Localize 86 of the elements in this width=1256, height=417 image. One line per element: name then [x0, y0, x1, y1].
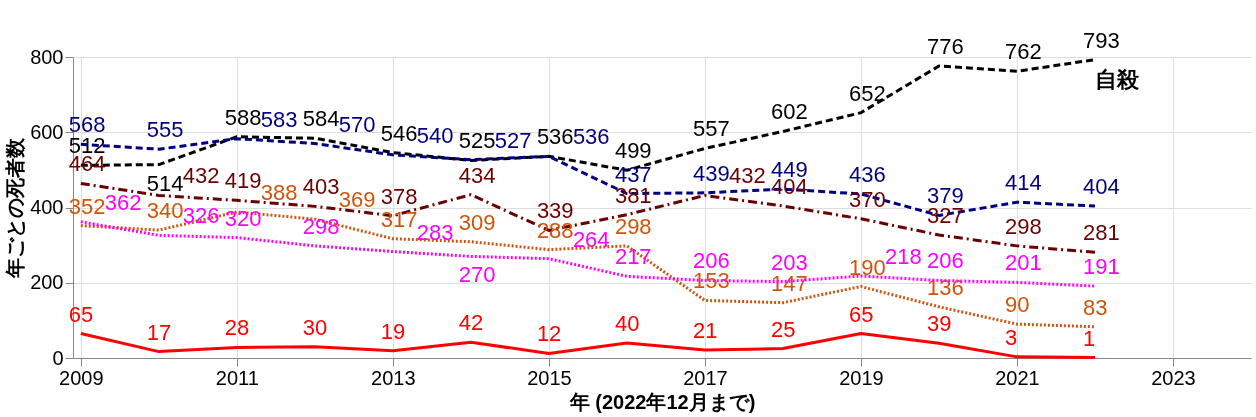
data-label: 568: [68, 112, 106, 138]
data-label: 536: [572, 124, 610, 150]
data-label: 369: [338, 187, 376, 213]
data-label: 583: [260, 106, 298, 132]
data-label: 21: [692, 318, 718, 344]
data-label: 90: [1004, 292, 1030, 318]
data-label: 281: [1082, 220, 1120, 246]
data-label: 584: [302, 106, 340, 132]
data-label: 3: [1004, 324, 1018, 350]
data-label: 190: [848, 254, 886, 280]
x-tick-label: 2019: [839, 366, 884, 389]
data-label: 525: [458, 128, 496, 154]
data-label: 28: [224, 315, 250, 341]
data-label: 270: [458, 262, 496, 288]
data-label: 42: [458, 310, 484, 336]
x-tick-label: 2017: [683, 366, 728, 389]
data-label: 555: [146, 117, 184, 143]
x-tick-label: 2023: [1151, 366, 1196, 389]
data-label: 588: [224, 104, 262, 130]
data-label: 309: [458, 209, 496, 235]
series-label: 自殺: [1094, 66, 1140, 92]
y-axis-title: 年ごとの死者数: [4, 137, 27, 279]
data-label: 352: [68, 193, 106, 219]
data-label: 414: [1004, 170, 1042, 196]
data-label: 434: [458, 162, 496, 188]
data-label: 17: [146, 319, 172, 345]
x-tick-label: 2021: [995, 366, 1040, 389]
data-label: 362: [104, 189, 142, 215]
y-tick-label: 600: [30, 120, 64, 143]
data-label: 320: [224, 205, 262, 231]
data-label: 283: [416, 219, 454, 245]
x-tick-label: 2011: [215, 366, 259, 389]
data-label: 536: [536, 124, 574, 150]
data-label: 404: [1082, 173, 1120, 199]
data-label: 432: [182, 163, 220, 189]
data-label: 499: [614, 138, 652, 164]
data-label: 83: [1082, 294, 1108, 320]
data-label: 65: [848, 301, 874, 327]
data-label: 436: [848, 161, 886, 187]
data-label: 201: [1004, 250, 1042, 276]
data-label: 514: [146, 170, 184, 196]
y-tick-label: 0: [52, 346, 64, 369]
data-label: 403: [302, 174, 340, 200]
data-label: 191: [1082, 254, 1120, 280]
data-label: 340: [146, 198, 184, 224]
data-label: 378: [380, 183, 418, 209]
data-label: 326: [182, 203, 220, 229]
y-tick-label: 400: [30, 196, 64, 218]
data-label: 419: [224, 168, 262, 194]
data-label: 388: [260, 180, 298, 206]
data-label: 339: [536, 198, 574, 224]
data-label: 136: [926, 274, 964, 300]
data-label: 19: [380, 318, 406, 344]
x-tick-label: 2013: [371, 366, 416, 389]
data-label: 762: [1004, 39, 1042, 65]
data-label: 40: [614, 310, 640, 336]
y-tick-label: 200: [30, 271, 64, 294]
data-label: 298: [614, 213, 652, 239]
data-label: 264: [572, 226, 610, 252]
data-label: 546: [380, 120, 418, 146]
data-label: 776: [926, 34, 964, 60]
data-label: 12: [536, 321, 562, 347]
data-label: 25: [770, 316, 796, 342]
data-label: 65: [68, 301, 94, 327]
data-label: 527: [494, 127, 532, 153]
data-label: 602: [770, 99, 808, 125]
data-label: 793: [1082, 27, 1120, 53]
data-label: 218: [884, 243, 922, 269]
data-label: 298: [1004, 213, 1042, 239]
data-label: 317: [380, 206, 418, 232]
data-label: 652: [848, 80, 886, 106]
x-tick-label: 2015: [527, 366, 572, 389]
data-label: 206: [926, 248, 964, 274]
data-label: 432: [728, 163, 766, 189]
data-label: 1: [1082, 325, 1096, 351]
data-label: 30: [302, 314, 328, 340]
data-label: 540: [416, 122, 454, 148]
y-tick-label: 800: [30, 45, 64, 68]
x-axis-title: 年 (2022年12月まで): [568, 390, 756, 413]
data-label: 379: [926, 183, 964, 209]
data-label: 439: [692, 160, 730, 186]
x-tick-label: 2009: [59, 366, 104, 389]
data-label: 557: [692, 116, 730, 142]
data-label: 298: [302, 213, 340, 239]
data-label: 39: [926, 311, 952, 337]
data-label: 570: [338, 111, 376, 137]
